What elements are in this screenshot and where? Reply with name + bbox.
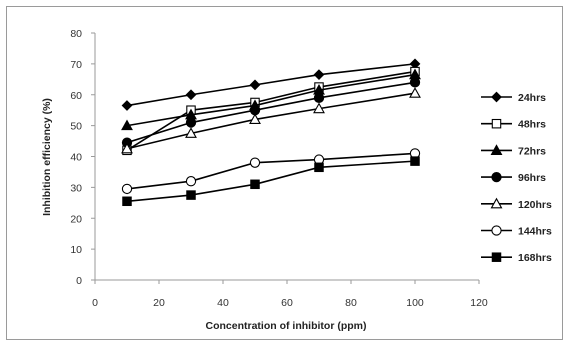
x-tick-label: 40 [217, 297, 229, 309]
data-point-24hrs [121, 100, 133, 111]
legend-label: 120hrs [518, 199, 552, 211]
legend-marker [490, 144, 503, 155]
y-tick-label: 30 [70, 182, 82, 194]
legend-item-168hrs: 168hrs [481, 252, 552, 264]
series-line-144hrs [126, 152, 416, 190]
y-tick-label: 10 [70, 244, 82, 256]
data-point-120hrs [185, 127, 197, 138]
data-point-72hrs [121, 119, 133, 131]
data-point-168hrs [314, 162, 324, 173]
y-tick-label: 70 [70, 59, 82, 71]
data-point-120hrs [313, 102, 325, 114]
legend-item-144hrs: 144hrs [481, 225, 552, 238]
y-tick-label: 40 [70, 152, 82, 164]
y-tick-label: 80 [70, 28, 82, 40]
data-point-168hrs [250, 179, 260, 190]
axes: 0 10 20 30 40 50 60 70 80 0 20 40 60 80 100 120 [70, 28, 488, 309]
x-tick-label: 20 [153, 297, 165, 309]
data-point-24hrs [249, 79, 261, 91]
x-tick-label: 120 [470, 297, 488, 309]
data-point-168hrs [186, 190, 196, 200]
data-point-168hrs [410, 156, 420, 166]
legend-label: 144hrs [518, 226, 552, 238]
legend-label: 96hrs [518, 172, 546, 184]
x-axis-title: Concentration of inhibitor (ppm) [206, 320, 367, 332]
legend-marker [491, 91, 502, 103]
y-tick-label: 50 [70, 121, 82, 133]
series-24hrs [121, 58, 421, 111]
data-point-96hrs [313, 92, 325, 103]
data-point-168hrs [122, 196, 132, 207]
series-line-96hrs [126, 81, 416, 144]
y-tick-label: 60 [70, 90, 82, 102]
legend-item-120hrs: 120hrs [481, 197, 552, 211]
legend-label: 24hrs [518, 92, 546, 104]
legend-label: 48hrs [518, 119, 546, 131]
legend-marker [491, 252, 502, 262]
y-axis-title: Inhibition efficiency (%) [41, 98, 53, 216]
chart-frame [6, 6, 563, 340]
data-point-144hrs [249, 157, 261, 168]
series-144hrs [121, 148, 421, 195]
legend-item-96hrs: 96hrs [481, 171, 546, 184]
y-tick-label: 20 [70, 213, 82, 225]
series-layer [121, 58, 421, 207]
legend-marker [491, 171, 502, 183]
legend-label: 168hrs [518, 252, 552, 264]
y-tick-label: 0 [76, 275, 82, 287]
data-point-144hrs [185, 176, 197, 187]
data-point-120hrs [121, 142, 133, 154]
x-tick-label: 100 [406, 297, 424, 309]
data-point-24hrs [313, 69, 325, 81]
legend-marker [490, 197, 503, 209]
data-point-120hrs [409, 87, 421, 98]
data-point-96hrs [409, 77, 421, 88]
data-point-96hrs [185, 117, 197, 128]
series-96hrs [121, 77, 421, 148]
legend: 24hrs 48hrs 72hrs 96hrs 120hrs 144hrs 168hrs [481, 91, 552, 264]
legend-marker [491, 118, 502, 129]
legend-label: 72hrs [518, 145, 546, 157]
series-120hrs [121, 87, 421, 154]
legend-item-24hrs: 24hrs [481, 91, 546, 104]
legend-item-48hrs: 48hrs [481, 119, 546, 131]
data-point-120hrs [249, 113, 261, 124]
data-point-24hrs [185, 89, 197, 101]
x-tick-label: 60 [281, 297, 293, 309]
x-tick-label: 0 [92, 297, 98, 309]
legend-item-72hrs: 72hrs [481, 144, 546, 157]
x-tick-label: 80 [345, 297, 357, 309]
data-point-144hrs [121, 183, 133, 195]
series-line-168hrs [126, 160, 416, 203]
legend-marker [491, 225, 502, 236]
series-168hrs [122, 156, 420, 207]
